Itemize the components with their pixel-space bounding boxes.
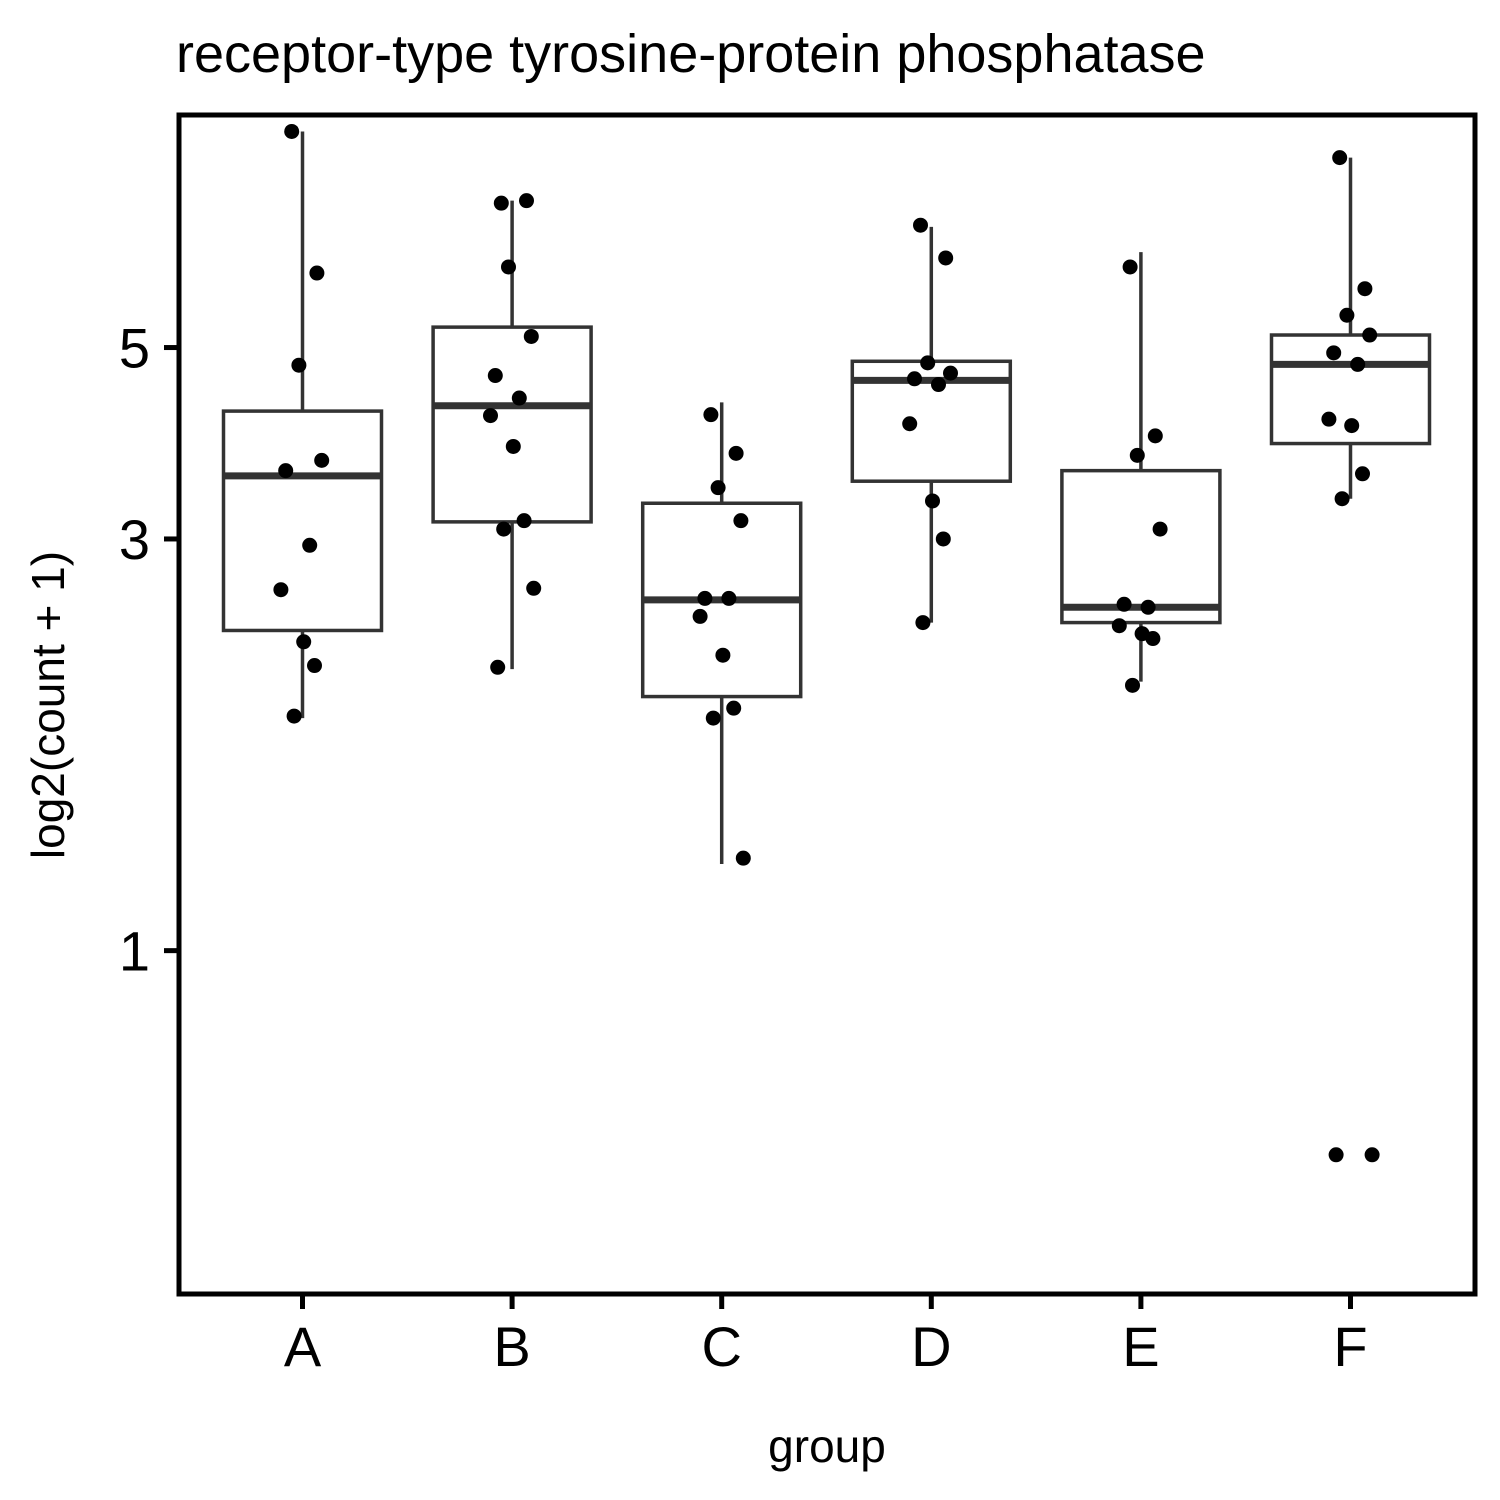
- data-point: [1321, 411, 1337, 427]
- plot-area: [221, 123, 1432, 1163]
- data-point: [1344, 418, 1360, 434]
- iqr-box: [221, 409, 384, 633]
- x-tick-label: E: [1122, 1315, 1159, 1378]
- chart-title: receptor-type tyrosine-protein phosphata…: [176, 24, 1206, 84]
- data-point: [286, 708, 302, 724]
- box-group-c: [640, 402, 803, 865]
- data-point: [703, 407, 719, 423]
- data-point: [483, 408, 498, 424]
- data-point: [935, 531, 951, 547]
- points-b: [483, 193, 542, 675]
- data-point: [938, 250, 954, 266]
- data-point: [915, 615, 931, 631]
- data-point: [721, 590, 737, 606]
- y-tick-label: 3: [119, 508, 150, 571]
- box-group-d: [850, 226, 1013, 623]
- data-point: [523, 328, 539, 344]
- data-point: [1152, 521, 1168, 537]
- data-point: [697, 590, 713, 606]
- data-point: [710, 480, 726, 496]
- x-axis-title: group: [768, 1420, 886, 1472]
- y-axis: 1 3 5: [119, 317, 179, 983]
- data-point: [1350, 356, 1366, 372]
- data-point: [309, 265, 325, 281]
- iqr-box: [1269, 333, 1432, 446]
- data-point: [1364, 1147, 1380, 1163]
- points-e: [1111, 259, 1168, 693]
- x-tick-label: D: [911, 1315, 951, 1378]
- data-point: [902, 416, 918, 432]
- data-point: [907, 371, 922, 387]
- box-group-a: [221, 131, 384, 719]
- data-point: [519, 193, 534, 209]
- data-point: [692, 608, 708, 624]
- data-point: [302, 537, 318, 553]
- data-point: [733, 513, 749, 529]
- data-point: [1147, 428, 1163, 444]
- iqr-box: [1060, 468, 1222, 625]
- points-a: [273, 123, 330, 724]
- data-point: [1357, 281, 1373, 297]
- data-point: [1116, 596, 1132, 612]
- data-point: [314, 452, 330, 468]
- data-point: [1362, 327, 1378, 343]
- points-c: [692, 407, 751, 866]
- data-point: [516, 513, 532, 529]
- data-point: [1332, 150, 1348, 166]
- data-point: [505, 438, 521, 454]
- x-axis: A B C D E F: [284, 1294, 1368, 1378]
- data-point: [735, 850, 751, 866]
- y-tick-label: 1: [119, 920, 150, 983]
- y-axis-title: log2(count + 1): [22, 551, 74, 859]
- data-point: [493, 195, 509, 211]
- plot-frame: [176, 112, 1478, 1297]
- data-point: [1122, 259, 1138, 275]
- box-group-b: [431, 200, 593, 670]
- data-point: [705, 710, 721, 726]
- data-point: [496, 521, 512, 537]
- data-point: [1111, 618, 1127, 634]
- data-point: [273, 582, 289, 598]
- x-tick-label: C: [701, 1315, 741, 1378]
- data-point: [291, 357, 307, 373]
- data-point: [1145, 631, 1161, 647]
- data-point: [1339, 307, 1355, 323]
- points-f: [1321, 150, 1380, 1163]
- data-point: [487, 368, 503, 384]
- data-point: [943, 365, 958, 381]
- data-point: [511, 390, 527, 406]
- data-point: [1334, 491, 1350, 507]
- data-point: [1355, 466, 1370, 482]
- y-tick-label: 5: [119, 317, 150, 380]
- x-tick-label: B: [493, 1315, 530, 1378]
- box-group-f: [1269, 157, 1432, 499]
- data-point: [278, 463, 294, 479]
- data-point: [920, 355, 936, 371]
- data-point: [1328, 1147, 1344, 1163]
- data-point: [307, 658, 322, 674]
- points-d: [902, 217, 958, 631]
- iqr-box: [431, 325, 593, 524]
- data-point: [284, 123, 300, 139]
- data-point: [726, 700, 742, 716]
- data-point: [1140, 599, 1156, 615]
- data-point: [728, 445, 744, 461]
- data-point: [296, 634, 312, 650]
- data-point: [1125, 677, 1140, 693]
- data-point: [715, 647, 731, 663]
- data-point: [526, 580, 542, 596]
- data-point: [931, 377, 946, 393]
- x-tick-label: A: [284, 1315, 322, 1378]
- data-point: [1326, 345, 1342, 361]
- data-point: [490, 659, 506, 675]
- box-group-e: [1060, 252, 1222, 682]
- data-point: [501, 259, 516, 275]
- data-point: [925, 493, 940, 509]
- x-tick-label: F: [1333, 1315, 1367, 1378]
- data-point: [1129, 447, 1145, 463]
- data-point: [913, 217, 928, 233]
